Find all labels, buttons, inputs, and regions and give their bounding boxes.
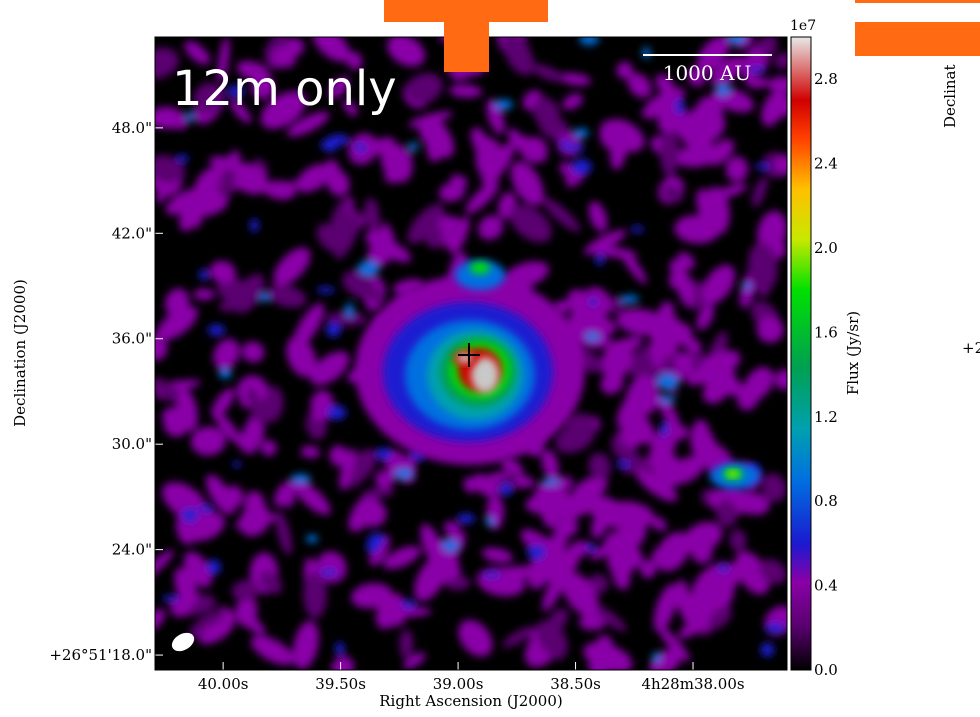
neighbor-tick: +2	[962, 339, 980, 357]
noise-peak	[657, 374, 678, 390]
noise-peak	[291, 474, 311, 483]
noise-blob	[399, 629, 413, 658]
noise-peak	[162, 595, 179, 601]
noise-peak	[401, 600, 416, 608]
noise-peak	[250, 219, 259, 232]
y-tick-label: 48.0"	[112, 119, 152, 137]
noise-peak	[586, 544, 596, 552]
noise-peak	[579, 34, 599, 45]
x-tick-label: 40.00s	[198, 675, 249, 693]
colorbar-tick-label: 0.4	[814, 577, 838, 595]
noise-peak	[320, 568, 337, 576]
emission-core	[470, 262, 490, 274]
noise-peak	[354, 143, 367, 153]
noise-peak	[765, 623, 786, 634]
y-tick-label: 36.0"	[112, 330, 152, 348]
noise-peak	[219, 368, 232, 378]
y-tick-label: +26°51'18.0"	[49, 646, 152, 664]
noise-peak	[457, 514, 475, 524]
noise-peak	[335, 642, 344, 656]
noise-peak	[208, 325, 225, 336]
colorbar-tick-label: 2.0	[814, 239, 838, 257]
colorbar-label: Flux (Jy/sr)	[844, 311, 862, 395]
noise-peak	[716, 84, 731, 96]
noise-peak	[568, 144, 585, 152]
noise-peak	[494, 99, 513, 109]
noise-peak	[631, 226, 644, 233]
noise-peak	[589, 297, 597, 307]
x-tick-label: 4h28m38.00s	[641, 675, 744, 693]
noise-peak	[366, 539, 380, 553]
noise-peak	[345, 303, 353, 318]
noise-peak	[660, 421, 668, 437]
noise-peak	[527, 545, 546, 560]
noise-peak	[199, 269, 209, 281]
scale-bar-label: 1000 AU	[663, 61, 752, 85]
noise-peak	[499, 483, 513, 495]
noise-peak	[207, 560, 221, 575]
colorbar-tick-label: 2.4	[814, 155, 838, 173]
noise-peak	[306, 535, 318, 543]
noise-peak	[571, 159, 592, 175]
panel-title: 12m only	[172, 61, 397, 117]
colorbar-tick-label: 1.6	[814, 323, 838, 341]
noise-peak	[482, 571, 500, 578]
y-axis-label: Declination (J2000)	[11, 279, 29, 427]
noise-peak	[717, 564, 730, 572]
noise-peak	[176, 155, 188, 163]
noise-peak	[675, 98, 685, 114]
noise-peak	[259, 293, 270, 301]
emission-core	[471, 357, 499, 393]
noise-peak	[232, 461, 241, 467]
noise-peak	[642, 47, 651, 58]
noise-peak	[574, 128, 589, 138]
noise-peak	[761, 643, 775, 657]
noise-peak	[326, 322, 341, 337]
colorbar-tick-label: 0.8	[814, 492, 838, 510]
noise-peak	[408, 142, 418, 151]
y-tick-label: 30.0"	[112, 435, 152, 453]
noise-peak	[652, 653, 661, 663]
colorbar-tick-label: 1.2	[814, 408, 838, 426]
noise-peak	[616, 461, 631, 467]
x-axis-label: Right Ascension (J2000)	[379, 692, 562, 710]
noise-peak	[316, 287, 335, 293]
noise-peak	[328, 134, 349, 145]
emission-core	[728, 471, 738, 477]
noise-peak	[198, 505, 214, 512]
noise-blob	[282, 481, 296, 508]
x-tick-label: 39.00s	[433, 675, 484, 693]
noise-peak	[659, 396, 675, 403]
noise-peak	[485, 517, 495, 526]
noise-peak	[358, 261, 379, 276]
noise-peak	[442, 540, 459, 552]
colorbar-tick-label: 0.0	[814, 661, 838, 679]
noise-peak	[755, 164, 771, 170]
y-tick-label: 24.0"	[112, 541, 152, 559]
neighbor-y-label: Declinat	[941, 64, 959, 128]
noise-peak	[327, 405, 347, 420]
noise-peak	[596, 254, 605, 266]
noise-peak	[542, 479, 560, 486]
noise-peak	[376, 448, 393, 460]
noise-peak	[560, 140, 569, 151]
figure: 40.00s 39.50s 39.00s 38.50s 4h28m38.00s +26°5…	[0, 0, 980, 712]
x-tick-label: 38.50s	[550, 675, 601, 693]
noise-peak	[584, 332, 600, 341]
colorbar	[791, 37, 811, 670]
colorbar-multiplier: 1e7	[790, 18, 816, 34]
x-tick-label: 39.50s	[315, 675, 366, 693]
noise-peak	[182, 508, 198, 523]
colorbar-tick-label: 2.8	[814, 70, 838, 88]
noise-peak	[742, 283, 751, 290]
noise-peak	[620, 295, 639, 303]
noise-peak	[394, 469, 413, 479]
y-tick-label: 42.0"	[112, 224, 152, 242]
